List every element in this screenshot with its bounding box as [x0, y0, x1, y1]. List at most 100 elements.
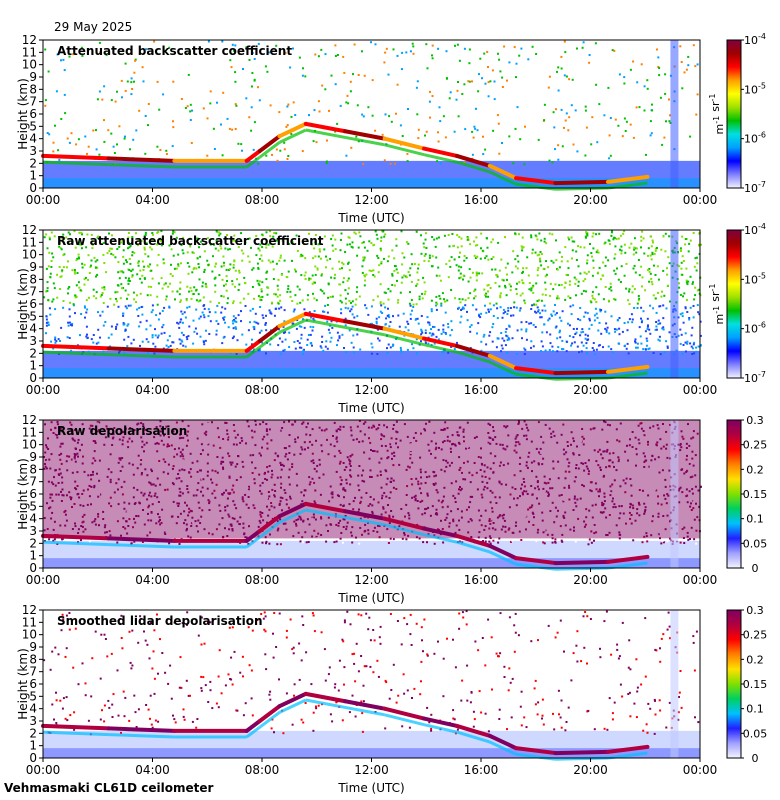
colorbar-tick-label: 0.3 — [746, 604, 764, 617]
x-tick-label: 00:00 — [26, 193, 61, 207]
x-tick-label: 16:00 — [464, 193, 499, 207]
y-tick-label: 12 — [22, 33, 37, 47]
y-tick-label: 9 — [29, 70, 37, 84]
x-tick-label: 20:00 — [573, 573, 608, 587]
y-tick-label: 3 — [29, 714, 37, 728]
y-tick-label: 9 — [29, 450, 37, 464]
x-tick-label: 04:00 — [135, 763, 170, 777]
date-label: 29 May 2025 — [54, 20, 133, 34]
y-tick-label: 0 — [29, 181, 37, 195]
panel-title: Smoothed lidar depolarisation — [57, 614, 263, 628]
x-tick-label: 04:00 — [135, 383, 170, 397]
x-tick-label: 00:00 — [683, 193, 718, 207]
y-tick-label: 7 — [29, 95, 37, 109]
x-tick-label: 20:00 — [573, 763, 608, 777]
colorbar: 10-7 10-6 10-5 10-4 m-1sr-1 — [708, 222, 766, 385]
x-tick-label: 16:00 — [464, 383, 499, 397]
y-tick-label: 0 — [29, 751, 37, 765]
y-tick-label: 5 — [29, 119, 37, 133]
x-tick-label: 00:00 — [683, 573, 718, 587]
colorbar: 10-7 10-6 10-5 10-4 m-1sr-1 — [708, 32, 766, 195]
colorbar-tick-label: 10-4 — [744, 32, 766, 47]
colorbar-tick-label: 10-5 — [744, 81, 766, 96]
y-tick-label: 8 — [29, 82, 37, 96]
x-tick-label: 12:00 — [354, 763, 389, 777]
y-tick-label: 5 — [29, 309, 37, 323]
x-axis-label: Time (UTC) — [337, 781, 404, 795]
colorbar-tick-label: 10-6 — [744, 321, 766, 336]
y-tick-label: 7 — [29, 665, 37, 679]
y-tick-label: 8 — [29, 272, 37, 286]
colorbar-tick-label: 10-7 — [744, 370, 766, 385]
y-tick-label: 3 — [29, 334, 37, 348]
x-tick-label: 00:00 — [683, 383, 718, 397]
y-tick-label: 9 — [29, 640, 37, 654]
y-tick-label: 1 — [29, 739, 37, 753]
y-axis-label: Height (km) — [16, 268, 30, 339]
x-axis-label: Time (UTC) — [337, 211, 404, 225]
colorbar-tick-label: 0.05 — [743, 537, 768, 550]
y-tick-label: 4 — [29, 132, 37, 146]
heatmap-field — [41, 420, 702, 571]
y-axis-label: Height (km) — [16, 648, 30, 719]
y-tick-label: 5 — [29, 689, 37, 703]
panel-title: Raw attenuated backscatter coefficient — [57, 234, 324, 248]
colorbar-tick-label: 0.2 — [746, 463, 764, 476]
y-tick-label: 10 — [22, 248, 37, 262]
x-tick-label: 16:00 — [464, 573, 499, 587]
y-tick-label: 2 — [29, 726, 37, 740]
heatmap-field — [41, 40, 700, 191]
colorbar-tick-label: 0.25 — [743, 629, 768, 642]
y-tick-label: 8 — [29, 462, 37, 476]
heatmap-field — [41, 230, 702, 381]
y-tick-label: 7 — [29, 475, 37, 489]
y-tick-label: 11 — [22, 425, 37, 439]
y-tick-label: 2 — [29, 346, 37, 360]
y-axis-label: Height (km) — [16, 78, 30, 149]
y-tick-label: 8 — [29, 652, 37, 666]
x-tick-label: 16:00 — [464, 763, 499, 777]
instrument-label: Vehmasmaki CL61D ceilometer — [4, 781, 214, 795]
colorbar-tick-label: 0.1 — [746, 703, 764, 716]
x-tick-label: 00:00 — [26, 383, 61, 397]
y-tick-label: 4 — [29, 322, 37, 336]
y-tick-label: 11 — [22, 615, 37, 629]
y-tick-label: 2 — [29, 536, 37, 550]
y-tick-label: 12 — [22, 413, 37, 427]
y-tick-label: 11 — [22, 45, 37, 59]
y-tick-label: 9 — [29, 260, 37, 274]
y-tick-label: 12 — [22, 223, 37, 237]
colorbar-tick-label: 0.05 — [743, 727, 768, 740]
colorbar-tick-label: 0.2 — [746, 653, 764, 666]
x-tick-label: 04:00 — [135, 573, 170, 587]
y-tick-label: 3 — [29, 524, 37, 538]
y-tick-label: 0 — [29, 561, 37, 575]
y-tick-label: 6 — [29, 107, 37, 121]
colorbar: 0 0.05 0.1 0.15 0.2 0.25 0.3 — [726, 604, 768, 765]
panel-title: Raw depolarisation — [57, 424, 187, 438]
y-tick-label: 4 — [29, 702, 37, 716]
y-tick-label: 11 — [22, 235, 37, 249]
x-tick-label: 00:00 — [26, 763, 61, 777]
colorbar-tick-label: 0.1 — [746, 513, 764, 526]
colorbar-tick-label: 10-4 — [744, 222, 766, 237]
colorbar-tick-label: 0 — [752, 752, 759, 765]
colorbar-tick-label: 10-5 — [744, 271, 766, 286]
y-axis-label: Height (km) — [16, 458, 30, 529]
colorbar-tick-label: 0.15 — [743, 678, 768, 691]
x-tick-label: 20:00 — [573, 193, 608, 207]
x-tick-label: 00:00 — [26, 573, 61, 587]
y-tick-label: 10 — [22, 58, 37, 72]
colorbar-tick-label: 0.15 — [743, 488, 768, 501]
y-tick-label: 1 — [29, 359, 37, 373]
colorbar-tick-label: 10-6 — [744, 131, 766, 146]
x-tick-label: 00:00 — [683, 763, 718, 777]
y-tick-label: 10 — [22, 628, 37, 642]
x-axis-label: Time (UTC) — [337, 401, 404, 415]
y-tick-label: 1 — [29, 169, 37, 183]
